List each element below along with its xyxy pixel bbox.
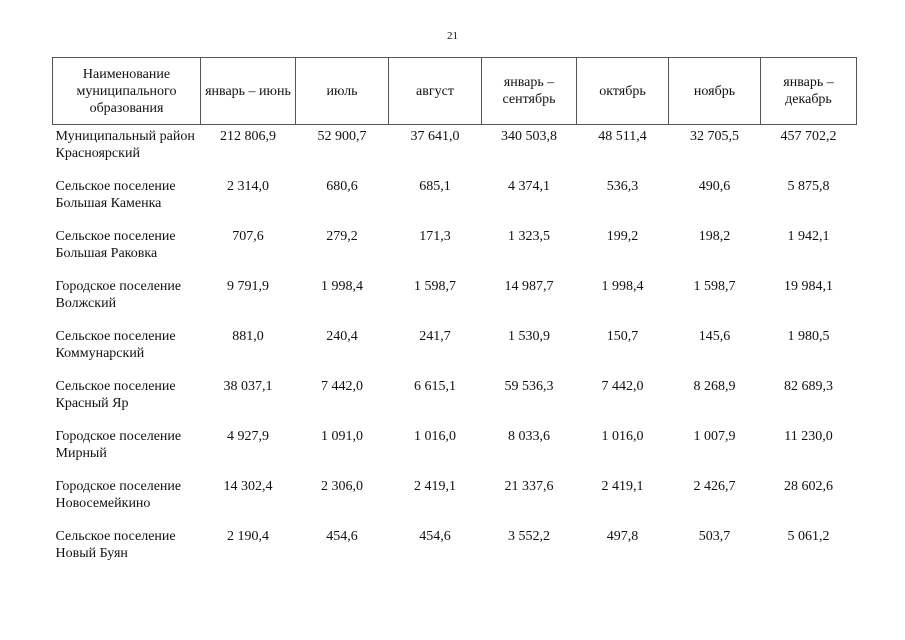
- cell-value: 1 007,9: [693, 429, 736, 444]
- cell-value: 52 900,7: [317, 129, 367, 144]
- cell-value: 1 980,5: [787, 329, 830, 344]
- cell-value: 2 190,4: [227, 529, 269, 544]
- column-header: октябрь: [576, 57, 669, 125]
- cell-value: 1 998,4: [601, 279, 644, 294]
- column-header: январь – июнь: [200, 57, 296, 125]
- cell-value: 881,0: [232, 329, 264, 344]
- row-name: Сельское поселение Красный Яр: [55, 379, 176, 411]
- cell-value: 1 016,0: [601, 429, 644, 444]
- cell-value: 1 998,4: [321, 279, 363, 294]
- cell-value: 59 536,3: [504, 379, 554, 394]
- table-row: Сельское поселение Новый Буян 2 190,4 454,…: [53, 524, 857, 574]
- cell-value: 279,2: [326, 229, 358, 244]
- cell-value: 685,1: [419, 179, 451, 194]
- cell-value: 3 552,2: [508, 529, 550, 544]
- cell-value: 497,8: [606, 529, 639, 544]
- cell-value: 241,7: [419, 329, 451, 344]
- table-row: Сельское поселение Коммунарский 881,0 240,…: [53, 324, 857, 374]
- cell-value: 454,6: [326, 529, 358, 544]
- cell-value: 9 791,9: [227, 279, 269, 294]
- column-header: ноябрь: [668, 57, 761, 125]
- column-header: август: [388, 57, 482, 125]
- row-name: Муниципальный район Красноярский: [55, 129, 195, 161]
- cell-value: 4 374,1: [508, 179, 550, 194]
- row-name: Городское поселение Волжский: [55, 279, 182, 311]
- data-table: Наименование муниципального образования я…: [52, 57, 857, 574]
- cell-value: 2 306,0: [321, 479, 363, 494]
- column-header: июль: [295, 57, 389, 125]
- page-number: 21: [447, 30, 458, 42]
- cell-value: 503,7: [698, 529, 731, 544]
- cell-value: 37 641,0: [410, 129, 460, 144]
- column-header: Наименование муниципального образования: [52, 57, 201, 125]
- cell-value: 340 503,8: [501, 129, 557, 144]
- cell-value: 1 016,0: [414, 429, 456, 444]
- cell-value: 38 037,1: [223, 379, 273, 394]
- column-header: январь – сентябрь: [481, 57, 577, 125]
- cell-value: 7 442,0: [321, 379, 363, 394]
- cell-value: 2 419,1: [601, 479, 644, 494]
- cell-value: 1 323,5: [508, 229, 550, 244]
- table-header-row: Наименование муниципального образования я…: [52, 57, 857, 125]
- cell-value: 212 806,9: [220, 129, 276, 144]
- cell-value: 536,3: [606, 179, 639, 194]
- cell-value: 5 875,8: [787, 179, 830, 194]
- cell-value: 707,6: [232, 229, 264, 244]
- cell-value: 1 530,9: [508, 329, 550, 344]
- row-name: Сельское поселение Новый Буян: [55, 529, 176, 561]
- row-name: Городское поселение Мирный: [55, 429, 182, 461]
- cell-value: 14 302,4: [223, 479, 273, 494]
- cell-value: 199,2: [606, 229, 639, 244]
- row-name: Сельское поселение Большая Каменка: [55, 179, 176, 211]
- cell-value: 6 615,1: [414, 379, 456, 394]
- cell-value: 8 033,6: [508, 429, 550, 444]
- cell-value: 680,6: [326, 179, 358, 194]
- cell-value: 21 337,6: [504, 479, 554, 494]
- cell-value: 5 061,2: [787, 529, 830, 544]
- cell-value: 48 511,4: [598, 129, 647, 144]
- cell-value: 198,2: [698, 229, 731, 244]
- cell-value: 150,7: [606, 329, 639, 344]
- cell-value: 4 927,9: [227, 429, 269, 444]
- row-name: Сельское поселение Большая Раковка: [55, 229, 176, 261]
- table-row: Городское поселение Мирный 4 927,9 1 091,0…: [53, 424, 857, 474]
- table-row: Муниципальный район Красноярский 212 806,…: [53, 125, 857, 175]
- table-row: Сельское поселение Большая Каменка 2 314,…: [53, 174, 857, 224]
- column-header: январь – декабрь: [760, 57, 857, 125]
- cell-value: 1 598,7: [414, 279, 456, 294]
- cell-value: 1 598,7: [693, 279, 736, 294]
- cell-value: 490,6: [698, 179, 731, 194]
- cell-value: 8 268,9: [693, 379, 736, 394]
- row-name: Городское поселение Новосемейкино: [55, 479, 182, 511]
- cell-value: 2 426,7: [693, 479, 736, 494]
- cell-value: 1 942,1: [787, 229, 830, 244]
- cell-value: 457 702,2: [780, 129, 837, 144]
- cell-value: 19 984,1: [784, 279, 833, 294]
- cell-value: 7 442,0: [601, 379, 644, 394]
- cell-value: 2 419,1: [414, 479, 456, 494]
- table-row: Городское поселение Новосемейкино 14 302,…: [53, 474, 857, 524]
- row-name: Сельское поселение Коммунарский: [55, 329, 176, 361]
- cell-value: 1 091,0: [321, 429, 363, 444]
- cell-value: 2 314,0: [227, 179, 269, 194]
- cell-value: 11 230,0: [784, 429, 833, 444]
- cell-value: 28 602,6: [784, 479, 833, 494]
- cell-value: 454,6: [419, 529, 451, 544]
- cell-value: 171,3: [419, 229, 451, 244]
- table-row: Сельское поселение Большая Раковка 707,6 2…: [53, 224, 857, 274]
- cell-value: 14 987,7: [504, 279, 554, 294]
- cell-value: 240,4: [326, 329, 358, 344]
- cell-value: 32 705,5: [690, 129, 739, 144]
- table-row: Сельское поселение Красный Яр 38 037,1 7 4…: [53, 374, 857, 424]
- table-row: Городское поселение Волжский 9 791,9 1 998…: [53, 274, 857, 324]
- cell-value: 145,6: [698, 329, 731, 344]
- cell-value: 82 689,3: [784, 379, 833, 394]
